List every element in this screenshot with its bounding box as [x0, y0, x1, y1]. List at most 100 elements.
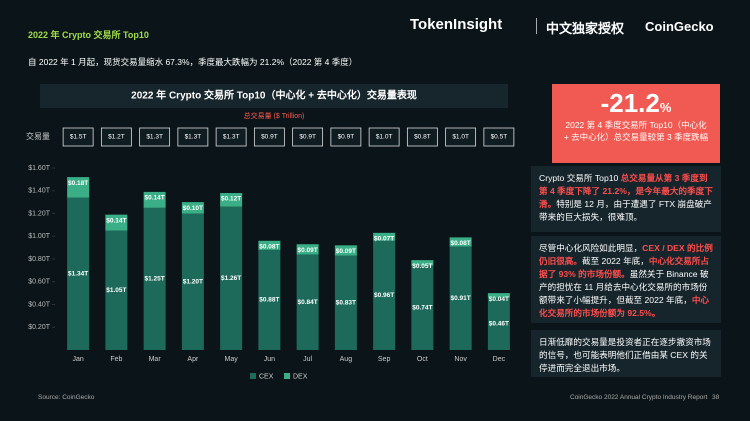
value-label: $0.09T [336, 248, 356, 255]
total-box [406, 127, 438, 147]
y-tick-label: $1.00T [28, 233, 51, 240]
title-bar [40, 84, 508, 108]
total-box [177, 127, 209, 147]
y-tick-label: $0.80T [28, 256, 51, 263]
y-tick-label: $1.60T [28, 165, 51, 172]
bar-segment [449, 237, 472, 247]
bar-segment [296, 244, 319, 255]
value-label: $0.08T [259, 244, 279, 251]
text-run: Crypto 交易所 Top10 [539, 173, 621, 183]
legend-label: CEX [259, 373, 274, 380]
value-label: $0.46T [489, 321, 509, 328]
bar-segment [105, 214, 128, 231]
x-tick-label: Oct [417, 356, 428, 363]
bar-segment [105, 230, 128, 350]
bar-segment [143, 191, 166, 208]
value-label: $0.84T [298, 299, 318, 306]
text-run: 截至 2022 年底， [581, 256, 649, 266]
x-tick-label: Mar [149, 356, 162, 363]
value-label: $0.74T [412, 305, 432, 312]
total-label: $1.2T [108, 134, 125, 141]
row-label: 交易量 [26, 131, 50, 141]
total-box [253, 127, 285, 147]
bar-segment [487, 297, 510, 350]
value-label: $0.09T [298, 247, 318, 254]
y-tick-label: $1.20T [28, 210, 51, 217]
callout: -21.2% 2022 第 4 季度交易所 Top10（中心化 + 去中心化）总… [552, 84, 720, 163]
legend-swatch [284, 373, 290, 379]
partner: CoinGecko [645, 19, 714, 34]
bar-segment [220, 206, 243, 350]
bar-segment [67, 197, 90, 350]
bar-segment [220, 193, 243, 207]
bar-segment [258, 240, 281, 250]
bar-segment [67, 177, 90, 198]
text-panel: Crypto 交易所 Top10 总交易量从第 3 季度到第 4 季度下降了 2… [531, 166, 721, 232]
bar-segment [296, 254, 319, 350]
header-subtitle: 自 2022 年 1 月起，现货交易量缩水 67.3%，季度最大跌幅为 21.2… [28, 57, 358, 67]
total-label: $0.5T [491, 134, 508, 141]
total-box [445, 127, 477, 147]
text-run: 总交易量从第 3 季度到第 4 季度下降了 21.2%，是今年最大的季度下滑。 [539, 173, 713, 209]
x-tick-label: Nov [454, 356, 467, 363]
value-label: $0.05T [412, 263, 432, 270]
value-label: $1.05T [106, 287, 126, 294]
bar-segment [258, 249, 281, 350]
total-label: $0.9T [338, 134, 355, 141]
total-label: $0.9T [299, 134, 316, 141]
value-label: $1.25T [145, 276, 165, 283]
total-label: $1.0T [376, 134, 393, 141]
callout-number: -21.2 [600, 88, 660, 118]
total-box [100, 127, 132, 147]
total-label: $1.3T [146, 134, 163, 141]
total-label: $1.5T [70, 134, 87, 141]
text-run: 特别是 12 月，由于遭遇了 FTX 崩盘破产带来的巨大损失，很难顶。 [539, 199, 712, 222]
bar-segment [181, 213, 204, 350]
page-number: 38 [712, 394, 720, 401]
value-label: $1.34T [68, 271, 88, 278]
text-run: 虽然关于 Binance 破产的担忧在 11 月给去中心化交易所的市场份额带来了… [539, 269, 709, 305]
brand: TokenInsight [410, 16, 503, 33]
total-label: $1.0T [452, 134, 469, 141]
total-box [368, 127, 400, 147]
value-label: $0.10T [183, 205, 203, 212]
value-label: $0.14T [106, 217, 126, 224]
value-label: $0.96T [374, 292, 394, 299]
total-box [330, 127, 362, 147]
total-box [139, 127, 171, 147]
callout-caption: 2022 第 4 季度交易所 Top10（中心化 + 去中心化）总交易量较第 3… [563, 120, 709, 142]
x-tick-label: May [225, 356, 239, 363]
chart-title: 2022 年 Crypto 交易所 Top10（中心化 + 去中心化）交易量表现 [131, 89, 417, 102]
total-box [292, 127, 324, 147]
legend-label: DEX [293, 373, 308, 380]
value-label: $0.18T [68, 180, 88, 187]
total-label: $0.8T [414, 134, 431, 141]
total-label: $1.3T [223, 134, 240, 141]
value-label: $0.07T [374, 236, 394, 243]
divider [536, 18, 537, 34]
bar-segment [334, 245, 357, 256]
x-tick-label: Jan [72, 356, 83, 363]
x-tick-label: Apr [187, 356, 199, 363]
bar-segment [373, 232, 396, 241]
text-panel: 尽管中心化风险如此明显，CEX / DEX 的比例仍旧很高。截至 2022 年底… [531, 236, 721, 323]
y-tick-label: $1.40T [28, 188, 51, 195]
total-box [483, 127, 515, 147]
bar-segment [449, 246, 472, 350]
legend-swatch [250, 373, 256, 379]
bar-segment [143, 207, 166, 350]
y-tick-label: $0.40T [28, 301, 51, 308]
bar-segment [181, 202, 204, 214]
total-box [62, 127, 94, 147]
text-run: 中心化交易所的市场份额为 92.5%。 [539, 295, 710, 318]
bar-segment [487, 293, 510, 298]
x-tick-label: Sep [378, 356, 391, 363]
license: 中文独家授权 [546, 21, 625, 36]
x-tick-label: Jun [264, 356, 275, 363]
callout-unit: % [659, 100, 672, 115]
chart-subtitle: 总交易量 ($ Trillion) [244, 111, 305, 120]
value-label: $0.88T [259, 297, 279, 304]
bar-segment [411, 260, 434, 266]
